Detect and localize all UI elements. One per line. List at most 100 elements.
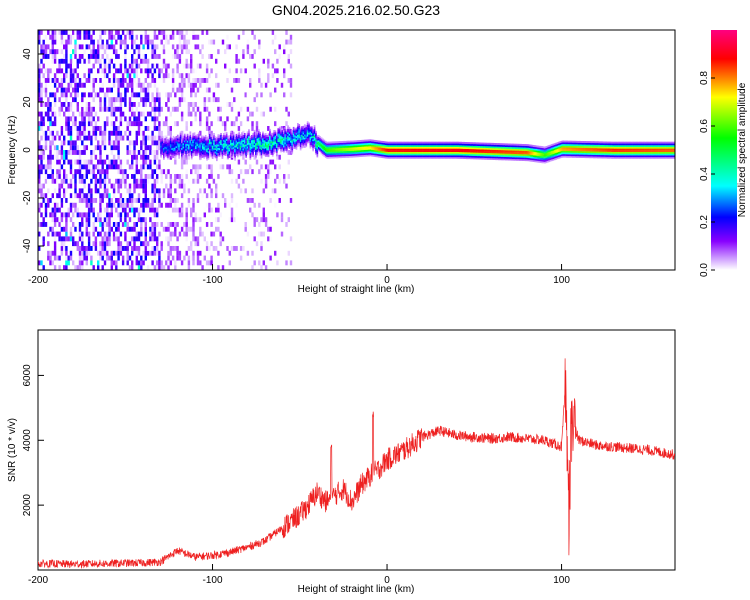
spectrogram-cell <box>418 143 421 146</box>
spectrogram-cell <box>211 145 214 148</box>
spectrogram-cell <box>393 155 395 158</box>
spectrogram-cell <box>242 154 245 160</box>
spectrogram-cell <box>372 143 375 145</box>
spectrogram-cell <box>294 131 296 134</box>
spectrogram-cell <box>324 142 327 145</box>
spectrogram-cell <box>298 130 301 133</box>
spectrogram-cell <box>237 153 239 156</box>
spectrogram-cell <box>110 140 113 146</box>
spectrogram-cell <box>343 152 345 155</box>
spectrogram-cell <box>195 137 197 140</box>
spectrogram-cell <box>235 44 238 50</box>
spectrogram-cell <box>135 183 138 189</box>
spectrogram-cell <box>491 142 493 145</box>
spectrogram-cell <box>368 147 370 150</box>
spectrogram-cell <box>117 236 120 242</box>
spectrogram-cell <box>464 155 467 158</box>
spectrogram-cell <box>153 30 157 35</box>
spectrogram-cell <box>379 154 382 156</box>
spectrogram-cell <box>248 141 250 143</box>
spectrogram-cell <box>176 207 179 213</box>
spectrogram-cell <box>260 138 263 140</box>
spectrogram-cell <box>53 188 57 194</box>
spectrogram-cell <box>391 151 394 154</box>
spectrogram-cell <box>176 246 179 251</box>
spectrogram-cell <box>470 153 472 156</box>
spectrogram-cell <box>301 126 303 129</box>
spectrogram-cell <box>121 260 125 266</box>
spectrogram-cell <box>203 150 206 152</box>
spectrogram-cell <box>228 44 231 50</box>
spectrogram-cell <box>42 198 45 203</box>
spectrogram-cell <box>53 49 57 55</box>
spectrogram-cell <box>85 226 88 232</box>
spectrogram-cell <box>485 142 488 145</box>
spectrogram-cell <box>394 156 397 159</box>
spectrogram-cell <box>210 148 213 151</box>
spectrogram-cell <box>256 135 259 137</box>
spectrogram-cell <box>103 246 107 251</box>
spectrogram-cell <box>117 97 120 103</box>
spectrogram-cell <box>352 142 355 145</box>
spectrogram-cell <box>228 154 231 157</box>
spectrogram-cell <box>97 178 100 184</box>
spectrogram-cell <box>306 124 309 127</box>
spectrogram-cell <box>262 144 264 147</box>
spectrogram-cell <box>146 63 150 69</box>
spectrogram-cell <box>40 260 43 266</box>
spectrogram-cell <box>44 82 48 88</box>
spectrogram-cell <box>237 58 241 64</box>
spectrogram-cell <box>221 138 224 141</box>
spectrogram-cell <box>298 134 301 137</box>
spectrogram-cell <box>185 147 187 150</box>
spectrogram-cell <box>169 145 172 148</box>
spectrogram-cell <box>213 133 215 135</box>
spectrogram-cell <box>253 34 256 40</box>
spectrogram-cell <box>69 236 73 242</box>
spectrogram-cell <box>76 130 79 136</box>
spectrogram-cell <box>243 144 246 147</box>
spectrogram-cell <box>398 148 401 151</box>
spectrogram-cell <box>87 130 91 136</box>
spectrogram-cell <box>135 106 138 112</box>
spectrogram-cell <box>239 246 243 251</box>
spectrogram-cell <box>216 142 218 145</box>
spectrogram-cell <box>53 102 57 107</box>
spectrogram-cell <box>124 174 127 179</box>
spectrogram-cell <box>492 144 495 147</box>
figure-title: GN04.2025.216.02.50.G23 <box>272 2 440 18</box>
spectrogram-cell <box>160 142 162 145</box>
spectrogram-cell <box>106 63 109 69</box>
spectrogram-cell <box>115 178 118 184</box>
spectrogram-cell <box>151 226 154 232</box>
spectrogram-cell <box>187 246 191 251</box>
spectrogram-cell <box>419 150 422 152</box>
spectrogram-cell <box>131 82 134 88</box>
spectrogram-cell <box>264 141 267 144</box>
spectrogram-cell <box>252 144 254 147</box>
spectrogram-cell <box>337 149 340 152</box>
spectrogram-cell <box>101 169 104 175</box>
spectrogram-cell <box>81 126 84 131</box>
spectrogram-cell <box>94 92 98 98</box>
spectrogram-cell <box>301 144 303 147</box>
spectrogram-cell <box>241 154 243 157</box>
spectrogram-cell <box>306 136 309 139</box>
spectrogram-cell <box>484 157 486 160</box>
spectrogram-cell <box>208 54 211 59</box>
spectrogram-cell <box>276 144 278 147</box>
spectrogram-cell <box>192 148 194 150</box>
spectrogram-cell <box>190 149 193 151</box>
spectrogram-cell <box>160 145 162 148</box>
spectrogram-cell <box>457 148 460 151</box>
spectrogram-cell <box>65 116 68 122</box>
spectrogram-cell <box>488 142 490 145</box>
spectrogram-cell <box>94 241 98 247</box>
spectrogram-cell <box>108 231 111 237</box>
spectrogram-cell <box>373 144 376 147</box>
spectrogram-cell <box>217 97 220 103</box>
spectrogram-cell <box>124 169 127 175</box>
spectrogram-cell <box>410 141 412 144</box>
spectrogram-cell <box>297 139 299 142</box>
spectrogram-cell <box>463 141 465 144</box>
